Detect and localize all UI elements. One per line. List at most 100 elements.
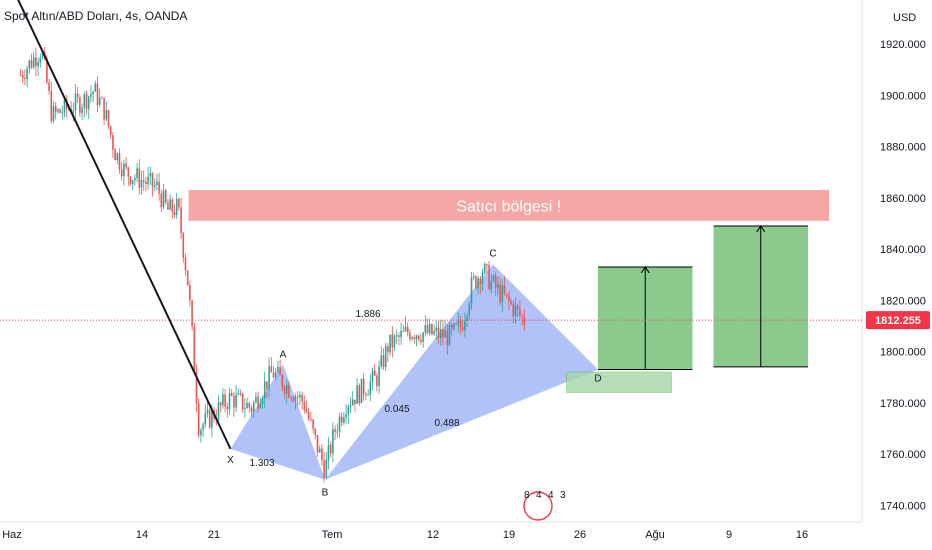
candle-body [153, 185, 156, 187]
candle-body [389, 334, 391, 353]
candle-body [285, 385, 288, 394]
last-price-tag [866, 311, 930, 330]
pattern-point-label: A [280, 349, 287, 360]
candle-body [114, 149, 116, 161]
candle-body [362, 378, 365, 395]
candle-body [508, 294, 510, 302]
candle-body [413, 337, 416, 340]
candle-body [261, 398, 264, 405]
candle-body [307, 412, 310, 419]
candle-body [186, 270, 189, 286]
candle-body [481, 272, 484, 285]
candle-body [512, 303, 515, 317]
candle-body [296, 396, 299, 398]
candle-body [466, 315, 468, 322]
candle-body [376, 375, 378, 387]
candle-body [437, 327, 440, 338]
candle-body [281, 375, 284, 388]
candle-body [158, 181, 160, 194]
candle-body [76, 93, 79, 98]
candle-body [422, 332, 424, 342]
candle-body [380, 355, 383, 367]
candle-body [332, 429, 334, 454]
candle-body [37, 62, 39, 67]
event-badge[interactable] [523, 491, 553, 521]
candle-body [208, 409, 211, 428]
candle-body [61, 112, 64, 114]
x-tick-label: 12 [427, 529, 439, 541]
event-count: 3 [560, 490, 566, 501]
chart-title: Spot Altın/ABD Doları, 4s, OANDA [4, 9, 188, 23]
candle-body [167, 202, 169, 210]
candle-body [516, 305, 519, 309]
candle-body [270, 366, 273, 373]
ratio-label: 0.045 [384, 404, 409, 415]
candle-body [59, 109, 61, 113]
candle-body [127, 167, 130, 177]
candle-body [347, 406, 350, 415]
candle-body [103, 97, 105, 120]
candle-body [63, 99, 66, 113]
candle-body [490, 280, 493, 290]
candle-body [85, 94, 88, 109]
candle-body [439, 329, 442, 338]
candle-body [277, 366, 279, 373]
candle-body [345, 414, 347, 418]
candle-body [453, 323, 455, 329]
candle-body [200, 430, 202, 436]
candle-body [259, 404, 262, 409]
x-tick-label: 21 [208, 529, 220, 541]
candle-body [351, 399, 354, 406]
candle-body [470, 277, 473, 305]
trendline[interactable] [10, 0, 232, 450]
candle-body [459, 321, 462, 328]
candle-body [151, 172, 154, 187]
candle-body [367, 394, 369, 396]
candle-body [217, 402, 220, 420]
candle-body [354, 399, 356, 404]
candle-body [50, 91, 53, 122]
x-tick-label: Tem [322, 529, 343, 541]
x-tick-label: Haz [2, 529, 22, 541]
candle-body [171, 199, 174, 212]
target-arrow-head [640, 266, 650, 274]
currency-label: USD [893, 12, 916, 24]
candle-body [442, 329, 444, 338]
candle-body [74, 93, 77, 111]
candle-body [109, 126, 112, 136]
candle-body [145, 181, 147, 185]
candle-body [125, 163, 127, 168]
candle-body [191, 300, 193, 327]
candle-body [206, 409, 209, 414]
candle-body [237, 393, 240, 395]
candle-body [156, 181, 158, 186]
candle-body [501, 285, 504, 303]
candle-body [46, 58, 48, 83]
candle-body [444, 330, 446, 338]
candle-body [340, 416, 343, 423]
candle-body [292, 398, 295, 402]
candle-body [147, 176, 149, 185]
candle-body [193, 326, 196, 372]
candle-body [279, 366, 281, 376]
candle-body [92, 91, 94, 95]
candle-body [497, 284, 499, 288]
candle-body [431, 324, 433, 335]
candle-body [327, 444, 330, 460]
candle-body [140, 179, 143, 188]
y-tick-label: 1880.000 [880, 142, 926, 154]
y-tick-label: 1840.000 [880, 244, 926, 256]
x-tick-label: Ağu [645, 529, 665, 541]
candle-body [272, 372, 275, 378]
candle-body [283, 387, 286, 394]
pattern-point-label: C [489, 248, 496, 259]
candle-body [318, 448, 321, 453]
candle-body [371, 370, 374, 382]
candle-body [202, 424, 204, 431]
seller-zone[interactable] [188, 190, 830, 221]
candle-body [338, 416, 341, 432]
target-arrow-head [756, 225, 766, 233]
candle-body [32, 57, 35, 68]
candle-body [457, 321, 460, 325]
